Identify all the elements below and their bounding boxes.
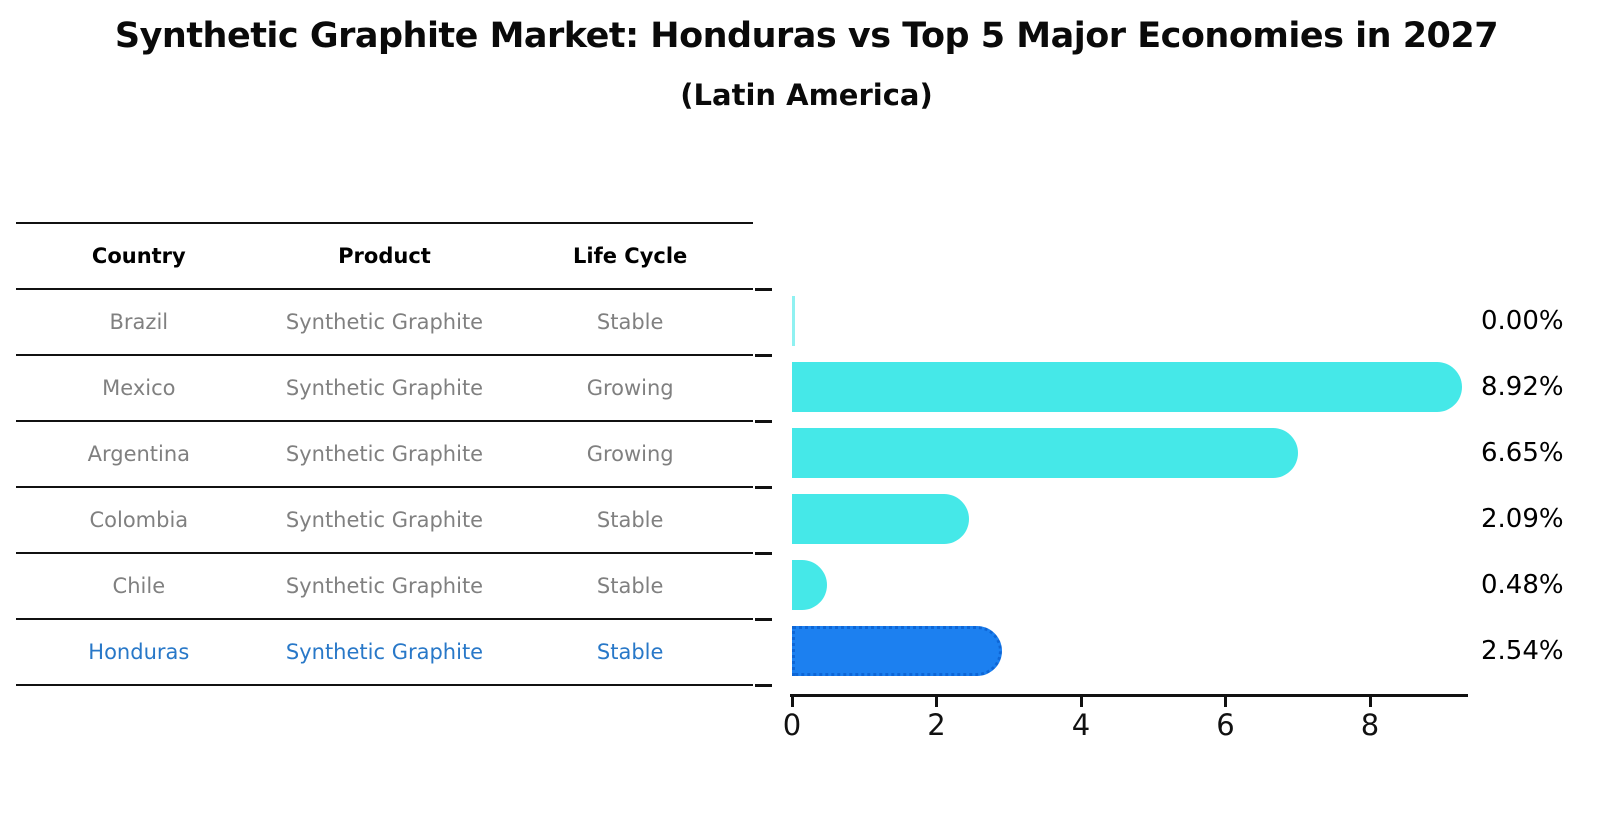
y-axis-tick (755, 419, 772, 423)
cell-life-cycle: Stable (596, 640, 664, 664)
x-axis-tick-4 (1079, 695, 1083, 707)
y-axis-tick (755, 353, 772, 357)
cell-country: Mexico (102, 376, 176, 400)
bar-mexico (792, 362, 1463, 412)
x-axis-tick-8 (1368, 695, 1372, 707)
x-axis-tick-2 (935, 695, 938, 707)
x-axis-tick-6 (1224, 695, 1227, 707)
value-label-chile: 0.48% (1481, 570, 1564, 600)
column-header-product: Product (338, 244, 431, 268)
cell-life-cycle: Stable (596, 508, 664, 532)
x-axis-tick-label-8: 8 (1360, 708, 1380, 742)
value-label-colombia: 2.09% (1481, 504, 1564, 534)
cell-country: Honduras (88, 640, 190, 664)
cell-country: Colombia (89, 508, 189, 532)
table-body: Brazil Synthetic Graphite Stable Mexico Synt… (16, 290, 753, 686)
x-axis-tick-label-6: 6 (1216, 708, 1235, 742)
table-row-argentina: Argentina Synthetic Graphite Growing (16, 422, 753, 488)
y-axis-tick (755, 287, 772, 291)
y-axis-tick (755, 485, 772, 489)
chart-subtitle: (Latin America) (680, 78, 933, 112)
cell-product: Synthetic Graphite (285, 508, 484, 532)
bar-colombia (792, 494, 969, 544)
cell-life-cycle: Stable (596, 310, 664, 334)
x-axis-tick-label-0: 0 (782, 708, 802, 742)
bar-honduras (792, 626, 1002, 676)
x-axis-tick-0 (790, 695, 794, 707)
cell-country: Brazil (109, 310, 169, 334)
chart-title: Synthetic Graphite Market: Honduras vs T… (114, 16, 1499, 56)
cell-country: Chile (112, 574, 166, 598)
y-axis-tick (755, 683, 772, 687)
cell-product: Synthetic Graphite (285, 574, 484, 598)
table-header-row: Country Product Life Cycle (16, 224, 753, 290)
y-axis-tick (755, 551, 772, 555)
x-axis-tick-label-2: 2 (927, 708, 946, 742)
value-label-brazil: 0.00% (1481, 306, 1564, 336)
bar-chile (792, 560, 827, 610)
table-row-colombia: Colombia Synthetic Graphite Stable (16, 488, 753, 554)
cell-product: Synthetic Graphite (285, 310, 484, 334)
cell-product: Synthetic Graphite (285, 376, 484, 400)
value-label-mexico: 8.92% (1481, 372, 1564, 402)
x-axis-line (790, 694, 1468, 697)
table-row-mexico: Mexico Synthetic Graphite Growing (16, 356, 753, 422)
cell-life-cycle: Growing (586, 442, 674, 466)
bar-brazil (792, 296, 795, 346)
value-label-argentina: 6.65% (1481, 438, 1564, 468)
column-header-life-cycle: Life Cycle (573, 244, 688, 268)
y-axis-tick (755, 617, 772, 621)
cell-product: Synthetic Graphite (285, 640, 484, 664)
column-header-country: Country (91, 244, 186, 268)
cell-product: Synthetic Graphite (285, 442, 484, 466)
table-row-chile: Chile Synthetic Graphite Stable (16, 554, 753, 620)
table-row-brazil: Brazil Synthetic Graphite Stable (16, 290, 753, 356)
cell-country: Argentina (87, 442, 191, 466)
x-axis-tick-label-4: 4 (1071, 708, 1091, 742)
bar-argentina (792, 428, 1299, 478)
value-label-honduras: 2.54% (1481, 636, 1564, 666)
cell-life-cycle: Growing (586, 376, 674, 400)
table-row-honduras: Honduras Synthetic Graphite Stable (16, 620, 753, 686)
cell-life-cycle: Stable (596, 574, 664, 598)
country-table: Country Product Life Cycle Brazil Synthet… (16, 222, 753, 686)
